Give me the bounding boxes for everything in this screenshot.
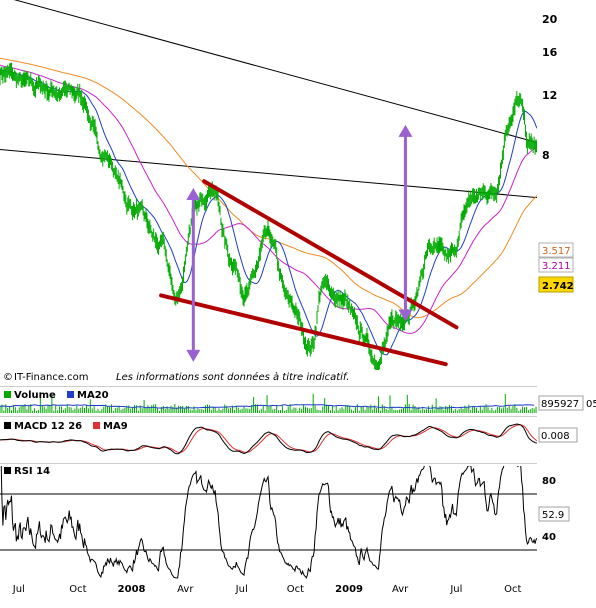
price-y-axis: 20 16 12 8 4 3.517 3.211 2.742 bbox=[538, 13, 574, 293]
rsi-series-line bbox=[0, 466, 537, 579]
rsi-panel: RSI 14 80 40 52.9 bbox=[0, 463, 570, 579]
legend-volume-label: Volume bbox=[14, 390, 56, 401]
macd-signal-line bbox=[0, 424, 537, 454]
price-plot-area bbox=[0, 0, 537, 370]
price-bars bbox=[0, 62, 537, 370]
price-tick-16: 16 bbox=[542, 46, 558, 59]
ma-long-line bbox=[0, 57, 537, 319]
legend-rsi-swatch bbox=[4, 467, 11, 474]
x-label-oct-2008: Oct bbox=[287, 584, 304, 595]
ma-mid-line bbox=[0, 64, 537, 334]
x-label-2008: 2008 bbox=[118, 584, 146, 595]
x-label-jul-2008: Jul bbox=[235, 584, 248, 595]
badge-mid-ma bbox=[538, 257, 574, 273]
thin-trendline-2 bbox=[0, 148, 537, 199]
thin-trendline-1 bbox=[13, 0, 537, 143]
legend-volume-swatch bbox=[4, 391, 11, 398]
legend-ma20-swatch bbox=[67, 391, 74, 398]
badge-long-ma bbox=[538, 242, 574, 258]
price-tick-12: 12 bbox=[542, 89, 557, 102]
macd-panel: MACD 12 26 MA9 0.008 bbox=[0, 416, 578, 455]
measure-arrow-1 bbox=[186, 188, 201, 362]
arrow-head-up bbox=[186, 188, 201, 201]
volume-panel: Volume MA20 895927 05 bbox=[0, 386, 596, 413]
legend-rsi-label: RSI 14 bbox=[14, 466, 50, 477]
ma20-line bbox=[0, 68, 537, 356]
badge-last-price-value: 2.742 bbox=[542, 281, 574, 292]
price-tick-20: 20 bbox=[542, 13, 558, 26]
x-label-avr-2008: Avr bbox=[177, 584, 194, 595]
x-label-2009: 2009 bbox=[335, 584, 363, 595]
volume-top-rule bbox=[0, 386, 537, 387]
macd-value-badge bbox=[538, 427, 578, 443]
arrow-head-up bbox=[398, 124, 413, 137]
volume-last-value: 895927 bbox=[541, 399, 579, 410]
macd-last-value: 0.008 bbox=[541, 431, 570, 442]
rsi-top-rule bbox=[0, 463, 537, 464]
legend-ma9-swatch bbox=[93, 422, 100, 429]
channel-line-2 bbox=[159, 293, 448, 367]
legend-macd-swatch bbox=[4, 422, 11, 429]
badge-mid-ma-value: 3.211 bbox=[542, 261, 571, 272]
rsi-line bbox=[0, 466, 537, 579]
badge-last-price bbox=[538, 276, 574, 293]
legend-ma20-label: MA20 bbox=[77, 390, 109, 401]
x-axis: Jul Oct 2008 Avr Jul Oct 2009 Avr Jul Oc… bbox=[12, 584, 522, 595]
macd-lines bbox=[0, 423, 537, 455]
macd-line bbox=[0, 423, 537, 455]
badge-long-ma-value: 3.517 bbox=[542, 246, 571, 257]
volume-bars bbox=[0, 392, 537, 413]
channel-line-1 bbox=[202, 179, 459, 330]
measure-arrow-2 bbox=[398, 124, 413, 322]
footer-copyright: © bbox=[3, 372, 13, 383]
volume-value-badge bbox=[538, 395, 584, 411]
legend-macd-label: MACD 12 26 bbox=[14, 421, 82, 432]
macd-top-rule bbox=[0, 416, 537, 417]
rsi-tick-40: 40 bbox=[542, 532, 556, 543]
volume-cut-label: 05 bbox=[586, 399, 596, 410]
arrow-head-down bbox=[186, 349, 201, 362]
volume-ma20-line bbox=[0, 404, 535, 409]
footer-source[interactable]: IT-Finance.com bbox=[14, 372, 89, 383]
x-label-jul-2007: Jul bbox=[12, 584, 25, 595]
x-label-oct-2007: Oct bbox=[69, 584, 86, 595]
rsi-value-badge bbox=[538, 506, 570, 522]
rsi-tick-80: 80 bbox=[542, 476, 556, 487]
x-label-jul-2009: Jul bbox=[449, 584, 462, 595]
price-tick-8: 8 bbox=[542, 149, 550, 162]
footer-disclaimer: Les informations sont données à titre in… bbox=[116, 371, 349, 383]
x-label-oct-2009: Oct bbox=[504, 584, 521, 595]
rsi-last-value: 52.9 bbox=[542, 510, 564, 521]
legend-ma9-label: MA9 bbox=[103, 421, 128, 432]
x-label-avr-2009: Avr bbox=[392, 584, 409, 595]
arrow-head-down bbox=[398, 309, 413, 322]
